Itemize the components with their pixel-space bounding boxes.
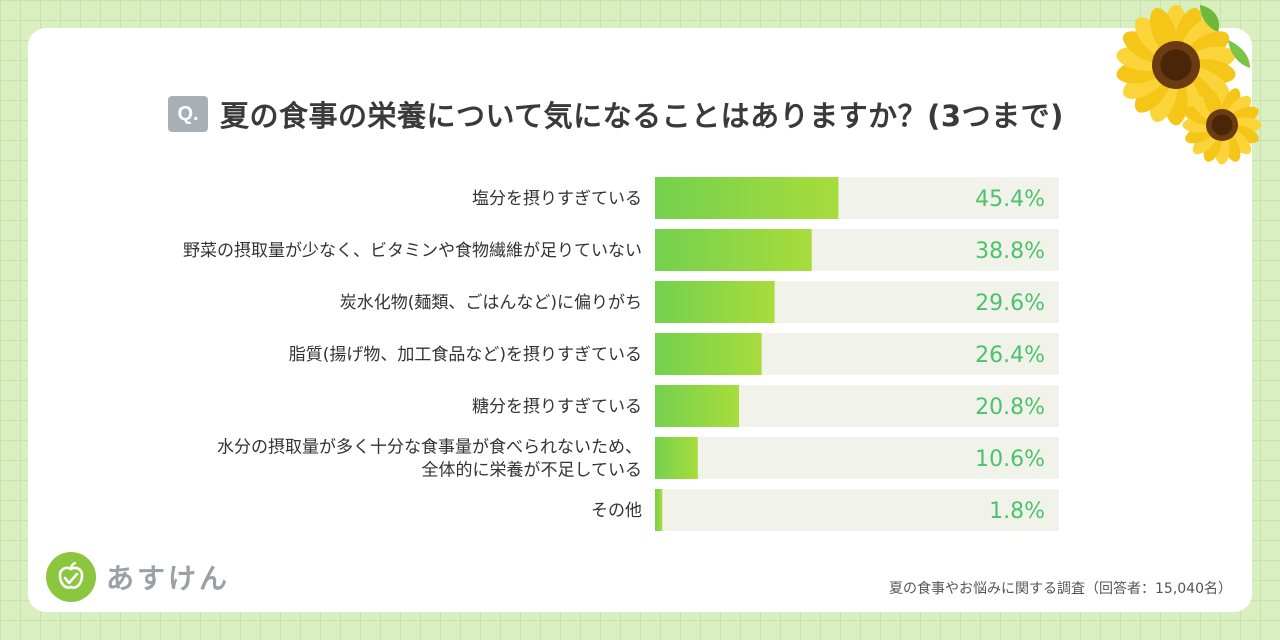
category-label: 脂質(揚げ物、加工食品など)を摂りすぎている	[289, 345, 642, 365]
page-title: 夏の食事の栄養について気になることはありますか？(3つまで)	[220, 99, 1064, 133]
bar	[655, 333, 762, 375]
bar	[655, 385, 740, 427]
category-label: 糖分を摂りすぎている	[472, 397, 642, 417]
data-label: 38.8%	[975, 239, 1045, 264]
category-label: 炭水化物(麺類、ごはんなど)に偏りがち	[340, 293, 642, 313]
category-label: その他	[591, 501, 642, 521]
bar-track	[655, 437, 1059, 479]
bar-track	[655, 489, 1059, 531]
category-label: 水分の摂取量が多く十分な食事量が食べられないため、	[217, 438, 642, 458]
bar	[655, 437, 698, 479]
category-label: 野菜の摂取量が少なく、ビタミンや食物繊維が足りていない	[183, 241, 642, 261]
q-badge: Q.	[168, 96, 208, 132]
data-label: 29.6%	[975, 291, 1045, 316]
data-label: 20.8%	[975, 395, 1045, 420]
category-label: 全体的に栄養が不足している	[422, 461, 643, 481]
bar	[655, 281, 775, 323]
source-note: 夏の食事やお悩みに関する調査（回答者：15,040名）	[889, 581, 1232, 597]
bar	[655, 177, 839, 219]
brand-logo: あすけん	[46, 552, 230, 602]
data-label: 10.6%	[975, 447, 1045, 472]
data-label: 26.4%	[975, 343, 1045, 368]
bar	[655, 229, 812, 271]
data-label: 45.4%	[975, 187, 1045, 212]
category-label: 塩分を摂りすぎている	[472, 189, 642, 209]
data-label: 1.8%	[989, 499, 1045, 524]
question-title: Q. 夏の食事の栄養について気になることはありますか？(3つまで)	[168, 92, 1064, 136]
apple-icon	[46, 552, 96, 602]
bar	[655, 489, 663, 531]
sunflower-icon	[1116, 4, 1262, 165]
brand-name: あすけん	[106, 562, 231, 595]
